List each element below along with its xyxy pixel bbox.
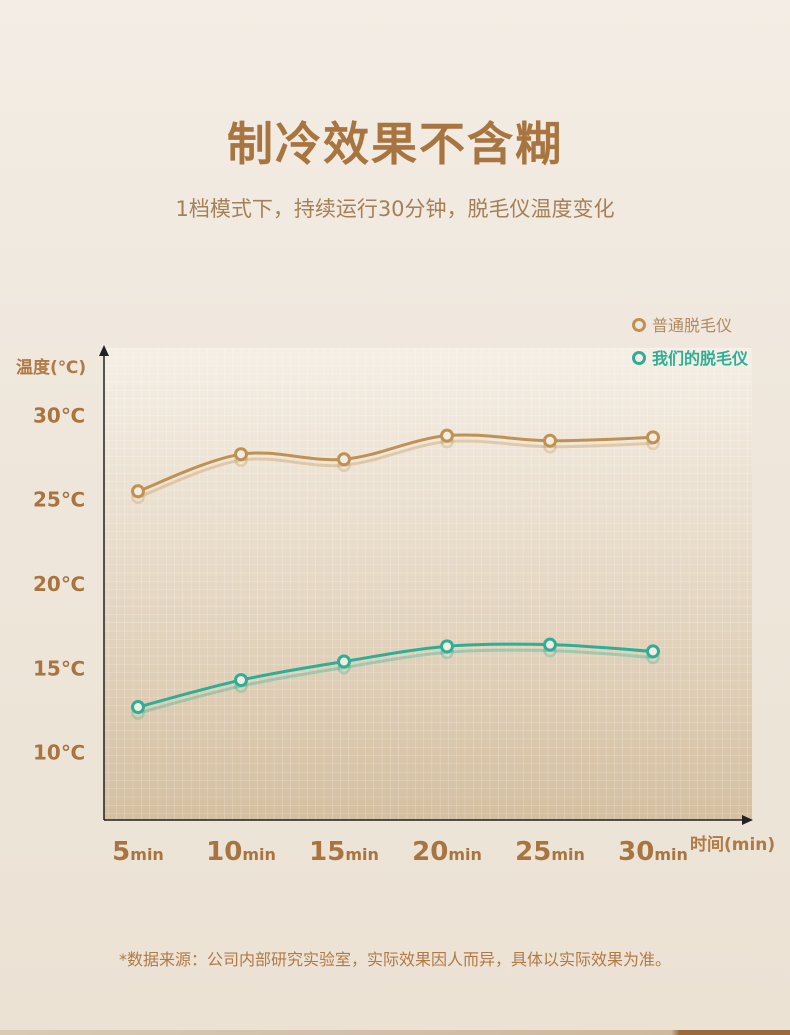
y-axis-label: 温度(℃) [16,357,86,378]
x-tick-label: 25min [515,837,585,867]
footnote: *数据来源：公司内部研究实验室，实际效果因人而异，具体以实际效果为准。 [118,950,671,969]
y-tick-label: 15℃ [33,656,85,680]
x-tick-label: 30min [618,837,688,867]
y-axis-arrow [99,345,109,356]
x-tick-label: 10min [206,837,276,867]
y-tick-label: 30℃ [33,403,85,427]
data-point-ordinary [337,452,351,467]
plot-grid [104,348,752,820]
data-point-ours [646,644,660,659]
series-line-ordinary [137,433,654,493]
x-axis-label: 时间(min) [690,834,775,855]
series-shadow-ours [137,648,654,715]
bottom-bar [0,1030,790,1035]
data-point-ordinary [234,447,248,462]
x-tick-label: 20min [412,837,482,867]
data-point-ordinary [646,430,660,445]
page-title: 制冷效果不含糊 [227,117,563,171]
y-tick-label: 20℃ [33,572,85,596]
data-point-ours [440,639,454,654]
x-axis-arrow [742,815,753,825]
x-tick-label: 15min [309,837,379,867]
y-tick-label: 25℃ [33,488,85,512]
legend: 普通脱毛仪 我们的脱毛仪 [632,316,749,368]
page-subtitle: 1档模式下，持续运行30分钟，脱毛仪温度变化 [175,197,615,221]
data-point-ordinary [543,433,557,448]
series-shadow-ordinary [137,439,654,499]
legend-label-ordinary: 普通脱毛仪 [652,316,732,335]
legend-label-ours: 我们的脱毛仪 [652,349,749,368]
data-point-ordinary [131,484,145,499]
data-point-ours [234,673,248,688]
data-point-ours [543,637,557,652]
data-point-ordinary [440,428,454,443]
series-line-ours [137,642,654,709]
legend-marker-ours [632,351,646,365]
x-tick-label: 5min [112,837,164,867]
y-tick-label: 10℃ [33,741,85,765]
data-point-ours [337,654,351,669]
data-point-ours [131,700,145,715]
legend-marker-ordinary [632,318,646,332]
